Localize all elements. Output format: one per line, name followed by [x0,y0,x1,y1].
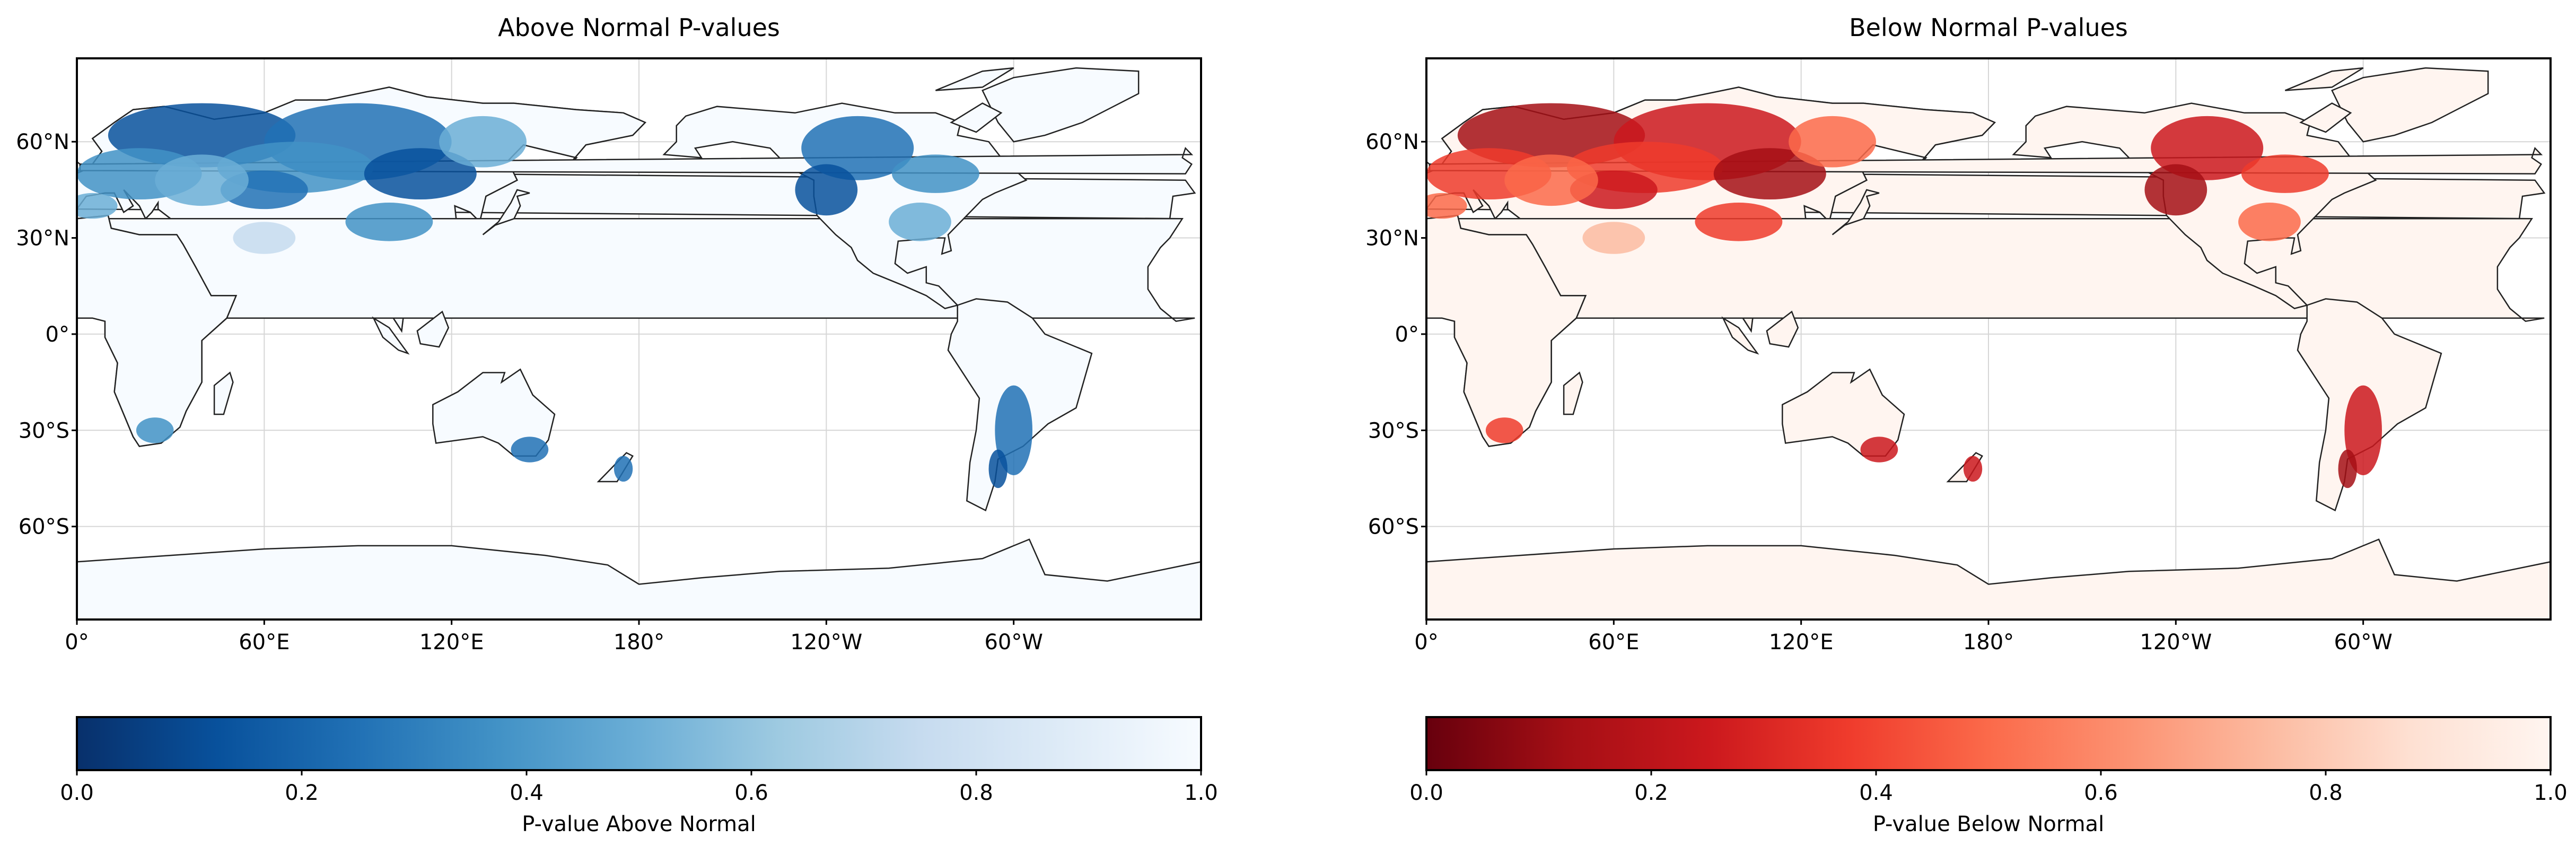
landmass-antarctica [1426,538,2551,620]
pvalue-patch [2338,449,2357,488]
pvalue-patch [2144,164,2207,216]
colorbar-tick-label: 0.6 [2084,781,2118,805]
lon-tick-label: 120°E [1769,630,1834,655]
pvalue-patch [1695,203,1783,241]
pvalue-patch [801,116,914,180]
landmass-japan [482,189,530,235]
pvalue-patch [136,417,174,443]
landmass-ellesmere [2284,67,2364,91]
landmass-japan [1832,189,1880,235]
pvalue-patch [995,385,1032,475]
pvalue-patch [1713,148,1826,200]
lon-tick-label: 60°W [2334,630,2392,655]
pvalue-patch [1485,417,1523,443]
pvalue-patch [439,116,527,168]
landmass-australia [1782,368,1905,457]
lat-tick-label: 60°N [16,130,69,154]
pvalue-patch [1582,222,1645,254]
landmass-sumatra [1721,316,1759,355]
pvalue-patch [1963,456,1983,482]
colorbar-tick-label: 1.0 [2534,781,2568,805]
pvalue-patch [2344,385,2382,475]
landmass-madagascar [213,371,234,415]
map-panel-below: Below Normal P-values 60°N 30°N 0° 30°S 60°S 0… [1365,13,2568,836]
landmass-baffin [2299,102,2352,133]
colorbar [76,716,1202,771]
lon-tick-label: 180° [614,630,664,655]
map-area [1426,58,2551,620]
lon-tick-label: 0° [1414,630,1438,655]
pvalue-patch [889,203,951,241]
lat-tick-label: 30°N [16,226,69,251]
lat-tick-label: 30°N [1365,226,1419,251]
lat-tick-label: 60°N [1365,130,1419,154]
lon-tick-label: 120°W [790,630,862,655]
colorbar-tick-label: 0.2 [285,781,319,805]
map-title: Below Normal P-values [1849,13,2128,42]
map-title: Above Normal P-values [498,13,780,42]
pvalue-patch [345,203,433,241]
landmass-borneo [1766,310,1799,348]
map-panel-above: Above Normal P-values 60°N 30°N 0° 30°S 60°S 0… [16,13,1218,836]
lat-tick-label: 30°S [19,418,69,443]
landmass-antarctica [77,538,1201,620]
lon-tick-label: 60°E [239,630,290,655]
lon-tick-label: 60°W [984,630,1042,655]
landmass-africa-west [77,214,238,447]
colorbar-label: P-value Below Normal [1873,812,2104,836]
landmass-ellesmere [935,67,1014,91]
colorbar-tick-label: 0.4 [510,781,544,805]
pvalue-patch [988,449,1007,488]
pvalue-patch [614,456,633,482]
pvalue-patch [795,164,858,216]
lon-tick-label: 60°E [1588,630,1639,655]
landmass-baffin [950,102,1003,133]
pvalue-patch [1426,193,1467,219]
pvalue-patch [511,437,549,463]
colorbar [1425,716,2552,771]
colorbar-tick-label: 0.6 [734,781,768,805]
landmass-greenland [982,67,1140,143]
lon-tick-label: 120°W [2140,630,2212,655]
colorbar-tick-label: 0.2 [1634,781,1668,805]
lat-tick-label: 0° [1395,322,1419,347]
landmass-greenland [2331,67,2489,143]
lat-tick-label: 60°S [19,515,69,539]
landmass-sumatra [372,316,410,355]
lon-tick-label: 120°E [419,630,484,655]
colorbar-label: P-value Above Normal [522,812,756,836]
pvalue-patch [2241,154,2329,193]
pvalue-patch [2151,116,2264,180]
pvalue-patch [233,222,296,254]
colorbar-tick-label: 0.4 [1859,781,1893,805]
colorbar-tick-label: 0.0 [1409,781,1443,805]
lat-tick-label: 60°S [1368,515,1419,539]
landmass-africa-west [1426,214,1587,447]
pvalue-patch [1504,154,1598,206]
landmass-borneo [416,310,450,348]
colorbar-tick-label: 0.0 [60,781,94,805]
pvalue-patch [364,148,477,200]
colorbar-tick-label: 1.0 [1184,781,1218,805]
pvalue-patch [1860,437,1898,463]
lon-tick-label: 0° [65,630,89,655]
pvalue-patch [1789,116,1877,168]
landmass-madagascar [1563,371,1583,415]
lat-tick-label: 0° [46,322,69,347]
landmass-australia [432,368,556,457]
colorbar-tick-label: 0.8 [959,781,993,805]
colorbar-tick-label: 0.8 [2309,781,2343,805]
lon-tick-label: 180° [1963,630,2014,655]
map-area [77,58,1201,620]
pvalue-patch [2238,203,2301,241]
pvalue-patch [77,193,118,219]
pvalue-patch [155,154,249,206]
pvalue-patch [892,154,979,193]
lat-tick-label: 30°S [1368,418,1419,443]
